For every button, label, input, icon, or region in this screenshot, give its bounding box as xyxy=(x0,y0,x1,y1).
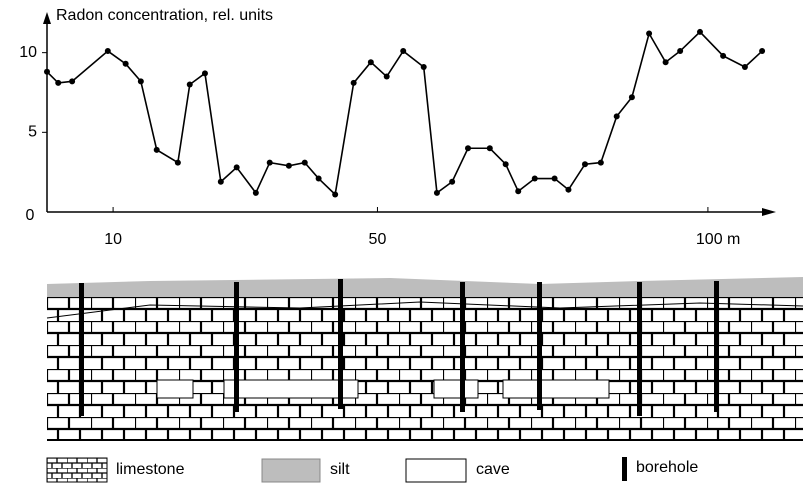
data-point xyxy=(759,48,766,55)
data-point xyxy=(137,78,144,85)
cave xyxy=(223,379,359,399)
data-point xyxy=(350,79,357,86)
x-tick-label: 50 xyxy=(369,231,387,248)
data-point xyxy=(531,175,538,182)
legend-silt-swatch xyxy=(261,458,321,483)
data-point xyxy=(741,63,748,70)
caves xyxy=(156,379,610,399)
data-point xyxy=(515,188,522,195)
data-point xyxy=(44,68,50,75)
data-point xyxy=(486,145,493,152)
data-point xyxy=(464,145,471,152)
data-point xyxy=(285,162,292,169)
data-point xyxy=(696,28,703,35)
y-tick-label: 5 xyxy=(28,124,37,141)
borehole xyxy=(637,282,642,416)
data-point xyxy=(104,48,111,55)
borehole xyxy=(338,279,343,409)
data-point xyxy=(646,30,653,37)
data-point xyxy=(581,161,588,168)
data-point xyxy=(383,73,390,80)
data-point xyxy=(662,59,669,66)
data-point xyxy=(186,81,193,88)
x-axis-arrow xyxy=(762,208,776,216)
legend-label: borehole xyxy=(636,459,698,476)
cave xyxy=(433,379,479,399)
x-tick-label: 10 xyxy=(104,231,122,248)
data-point xyxy=(201,70,208,77)
data-point xyxy=(266,159,273,166)
data-point xyxy=(502,161,509,168)
legend-borehole-swatch xyxy=(622,457,627,481)
legend-limestone-swatch xyxy=(46,457,108,483)
data-point xyxy=(122,60,129,67)
data-point xyxy=(449,178,456,185)
data-point xyxy=(551,175,558,182)
data-point xyxy=(677,48,684,55)
x-tick-label: 100 m xyxy=(696,231,740,248)
borehole xyxy=(714,281,719,412)
y-axis-arrow xyxy=(43,12,51,24)
borehole xyxy=(234,282,239,412)
data-point xyxy=(400,48,407,55)
borehole xyxy=(537,282,542,410)
borehole xyxy=(79,283,84,416)
data-line xyxy=(46,30,763,197)
legend-cave-swatch xyxy=(405,458,467,483)
y-tick-label: 10 xyxy=(19,44,37,61)
data-point xyxy=(628,94,635,101)
legend-label: cave xyxy=(476,461,510,478)
chart-title: Radon concentration, rel. units xyxy=(56,7,273,24)
data-point xyxy=(332,191,339,198)
data-point xyxy=(367,59,374,66)
boreholes xyxy=(79,279,719,416)
data-point xyxy=(55,79,62,86)
legend-label: silt xyxy=(330,461,350,478)
limestone-layer xyxy=(47,297,803,440)
legend: limestone silt cave borehole xyxy=(46,457,698,483)
data-point xyxy=(613,113,620,120)
borehole xyxy=(460,282,465,412)
data-point xyxy=(597,159,604,166)
data-point xyxy=(217,178,224,185)
section xyxy=(46,277,803,441)
cave xyxy=(156,379,194,399)
y-tick-label: 0 xyxy=(26,207,35,224)
silt-layer xyxy=(47,277,803,297)
data-point xyxy=(315,175,322,182)
data-point xyxy=(433,189,440,196)
data-point xyxy=(252,189,259,196)
legend-label: limestone xyxy=(116,461,185,478)
cave xyxy=(502,379,610,399)
data-point xyxy=(69,78,76,85)
data-point xyxy=(153,146,160,153)
data-point xyxy=(233,164,240,171)
data-point xyxy=(301,159,308,166)
data-point xyxy=(174,159,181,166)
data-point xyxy=(720,52,727,59)
data-point xyxy=(565,186,572,193)
silt-boundary xyxy=(46,301,803,319)
data-point xyxy=(420,63,427,70)
